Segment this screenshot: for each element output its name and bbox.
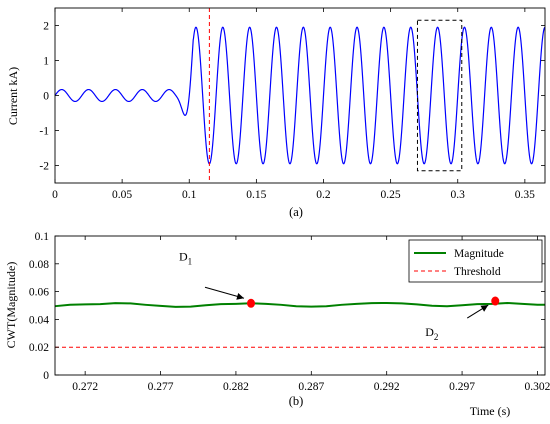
chart-b-ytick-label: 0.02 [29,342,49,354]
chart-a-xtick-label: 0.1 [182,189,197,201]
chart-a-ylabel: Current kA) [6,67,20,125]
chart-b-xtick-label: 0.302 [525,381,550,393]
chart-b-xtick-label: 0.272 [72,381,98,393]
chart-a-ytick-label: -1 [39,126,49,138]
chart-a-xtick-label: 0.3 [451,189,466,201]
chart-a-xtick-label: 0.25 [381,189,401,201]
chart-b-xtick-label: 0.277 [148,381,174,393]
chart-b-legend: Magnitude Threshold [408,239,543,283]
chart-a-zoom-box [416,19,463,172]
annotation-arrow-head [236,293,244,300]
marked-point [247,298,255,308]
chart-b-xtick-label: 0.297 [449,381,475,393]
chart-a-xtick-label: 0.2 [316,189,331,201]
annotation-label: D2 [425,325,438,342]
annotation-label: D1 [179,249,192,266]
chart-b-xtick-label: 0.287 [298,381,324,393]
chart-b-ytick-label: 0 [43,370,49,382]
chart-a-series-line [54,26,546,165]
chart-b-series-magnitude [54,301,545,308]
chart-b-ytick-label: 0.08 [29,259,49,271]
chart-a-ytick-label: 0 [43,91,49,103]
chart-b-frame [54,235,546,376]
chart-a-xtick-label: 0.35 [515,189,535,201]
chart-b-xtick-label: 0.282 [223,381,249,393]
chart-a-series-group [54,26,546,165]
chart-a-markers-group [208,8,463,183]
legend-label-threshold: Threshold [454,266,501,278]
chart-a-ytick-label: 2 [43,21,49,33]
chart-a-ticks-group: 0 0.05 0.1 0.15 0.2 0.25 0.3 0.35 -2 -1 0 1 2 [39,8,545,201]
chart-a-ytick-label: 1 [43,56,49,68]
chart-b-ticks-group: 0.272 0.277 0.282 0.287 0.292 0.297 0.302 0 0.02… [29,231,550,393]
chart-a-caption: (a) [289,205,303,219]
legend-box [408,239,543,283]
chart-a: 0 0.05 0.1 0.15 0.2 0.25 0.3 0.35 -2 -1 0 1 2 Curren… [6,7,546,219]
chart-b-ylabel: CWT(Magnitude) [4,262,18,349]
chart-b-caption: (b) [289,394,304,408]
chart-b-ytick-label: 0.06 [29,287,49,299]
chart-b-xtick-label: 0.292 [374,381,400,393]
chart-a-ytick-label: -2 [39,161,49,173]
chart-b-series-group [54,301,545,348]
legend-label-magnitude: Magnitude [454,248,504,260]
chart-a-xtick-label: 0.15 [246,189,266,201]
chart-b-ytick-label: 0.04 [29,314,49,326]
chart-a-xtick-label: 0.05 [112,189,132,201]
marked-point [491,296,500,306]
chart-b-ytick-label: 0.1 [35,231,50,243]
chart-a-xtick-label: 0 [52,189,58,201]
chart-b: D1 D2 0.272 0.277 0.282 0.287 0.292 0.297 0.302… [4,231,550,418]
chart-b-xlabel: Time (s) [470,404,511,418]
annotation-arrow-head [480,305,489,312]
